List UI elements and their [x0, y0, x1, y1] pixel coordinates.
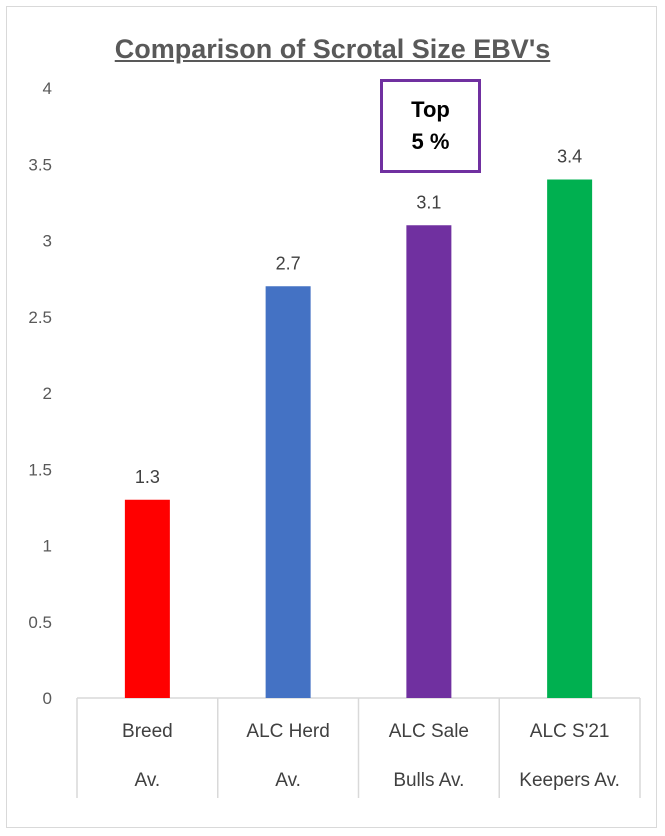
chart-title: Comparison of Scrotal Size EBV's: [114, 34, 551, 64]
callout-line-1: Top: [411, 97, 450, 122]
y-tick-label: 1.5: [28, 460, 52, 479]
category-label-line-1: ALC Herd: [246, 721, 329, 742]
data-label: 2.7: [276, 253, 301, 273]
category-label-line-1: ALC Sale: [389, 721, 469, 742]
top-5-percent-callout: Top 5 %: [380, 79, 481, 173]
y-tick-label: 4: [43, 79, 52, 98]
y-tick-label: 3.5: [28, 155, 52, 174]
category-label-line-1: Breed: [122, 721, 173, 742]
y-tick-label: 3: [43, 232, 52, 251]
y-tick-label: 2: [43, 384, 52, 403]
category-label-line-1: ALC S'21: [530, 721, 610, 742]
bar: [547, 179, 593, 698]
data-label: 3.1: [416, 192, 441, 212]
bar: [124, 499, 170, 698]
bar: [406, 225, 452, 698]
y-tick-label: 0: [43, 689, 52, 708]
data-label: 3.4: [557, 147, 582, 167]
y-tick-label: 2.5: [28, 308, 52, 327]
bar: [265, 286, 311, 698]
category-label-line-2: Av.: [275, 770, 301, 791]
category-label-line-2: Keepers Av.: [519, 770, 620, 791]
callout-line-2: 5 %: [411, 129, 450, 154]
category-label-line-2: Av.: [135, 770, 161, 791]
y-tick-label: 0.5: [28, 613, 52, 632]
data-label: 1.3: [135, 467, 160, 487]
y-tick-label: 1: [43, 537, 52, 556]
category-label-line-2: Bulls Av.: [393, 770, 464, 791]
